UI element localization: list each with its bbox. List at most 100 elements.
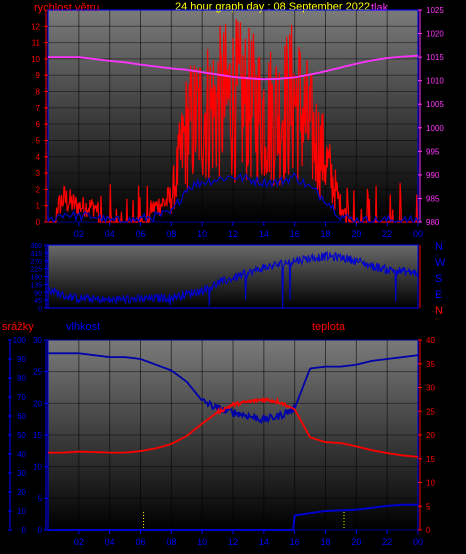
compass-s: S bbox=[435, 273, 442, 285]
y-tick-label-humidity: 15 bbox=[33, 431, 42, 440]
y-tick-label-left: 10 bbox=[31, 55, 40, 64]
y-tick-label-humidity: 30 bbox=[33, 336, 42, 345]
rain-axis-title: srážky bbox=[2, 321, 34, 333]
rain-series bbox=[48, 503, 418, 531]
y-tick-label-left: 0 bbox=[36, 218, 41, 227]
x-tick-label: 02 bbox=[74, 229, 84, 239]
x-tick-label: 20 bbox=[351, 229, 361, 239]
y-tick-label-temperature: 0 bbox=[426, 526, 431, 535]
x-tick-label: 18 bbox=[320, 537, 330, 547]
y-tick-label-rain: 100 bbox=[13, 336, 27, 345]
x-tick-label: 00 bbox=[413, 229, 423, 239]
y-tick-label-right: 1005 bbox=[426, 100, 444, 109]
wind-speed-series bbox=[48, 19, 418, 223]
y-tick-label-temperature: 35 bbox=[426, 360, 435, 369]
y-tick-label-temperature: 40 bbox=[426, 336, 435, 345]
y-tick-label-left: 8 bbox=[36, 88, 41, 97]
x-tick-label: 12 bbox=[228, 537, 238, 547]
y-tick-label-left: 7 bbox=[36, 104, 41, 113]
y-tick-label-rain: 80 bbox=[17, 374, 26, 383]
x-tick-label: 14 bbox=[259, 537, 269, 547]
x-tick-label: 16 bbox=[290, 537, 300, 547]
x-tick-label: 22 bbox=[382, 537, 392, 547]
right-axis-title: tlak bbox=[371, 2, 389, 14]
y-tick-label-direction: 180 bbox=[30, 275, 42, 282]
y-tick-label-direction: 270 bbox=[30, 259, 42, 266]
x-tick-label: 06 bbox=[135, 229, 145, 239]
y-tick-label-right: 980 bbox=[426, 218, 440, 227]
y-tick-label-rain: 10 bbox=[17, 507, 26, 516]
y-tick-label-left: 4 bbox=[36, 153, 41, 162]
direction-panel-bg bbox=[48, 245, 418, 308]
y-tick-label-right: 995 bbox=[426, 147, 440, 156]
y-tick-label-humidity: 25 bbox=[33, 368, 42, 377]
y-tick-label-humidity: 5 bbox=[38, 494, 43, 503]
y-tick-label-temperature: 15 bbox=[426, 455, 435, 464]
y-tick-label-left: 9 bbox=[36, 71, 41, 80]
x-tick-label: 22 bbox=[382, 229, 392, 239]
x-tick-label: 08 bbox=[166, 537, 176, 547]
compass-w: W bbox=[435, 257, 446, 269]
compass-n-top: N bbox=[435, 241, 443, 253]
y-tick-label-humidity: 0 bbox=[38, 526, 43, 535]
y-tick-label-rain: 20 bbox=[17, 488, 26, 497]
y-tick-label-right: 1010 bbox=[426, 77, 444, 86]
x-tick-label: 06 bbox=[135, 537, 145, 547]
y-tick-label-direction: 135 bbox=[30, 282, 42, 289]
y-tick-label-direction: 225 bbox=[30, 267, 42, 274]
y-tick-label-left: 6 bbox=[36, 120, 41, 129]
y-tick-label-rain: 70 bbox=[17, 393, 26, 402]
temperature-axis-title: teplota bbox=[312, 321, 346, 333]
y-tick-label-temperature: 20 bbox=[426, 431, 435, 440]
y-tick-label-right: 1000 bbox=[426, 124, 444, 133]
x-tick-label: 16 bbox=[290, 229, 300, 239]
x-tick-label: 08 bbox=[166, 229, 176, 239]
y-tick-label-rain: 40 bbox=[17, 450, 26, 459]
left-axis-title: rychlost větru bbox=[34, 2, 99, 14]
y-tick-label-humidity: 10 bbox=[33, 463, 42, 472]
y-tick-label-temperature: 5 bbox=[426, 502, 431, 511]
y-tick-label-rain: 60 bbox=[17, 412, 26, 421]
y-tick-label-direction: 0 bbox=[38, 306, 42, 313]
y-tick-label-direction: 360 bbox=[30, 243, 42, 250]
pressure-series bbox=[48, 54, 419, 81]
y-tick-label-left: 12 bbox=[31, 22, 40, 31]
x-tick-label: 10 bbox=[197, 229, 207, 239]
y-tick-label-temperature: 10 bbox=[426, 479, 435, 488]
y-tick-label-temperature: 30 bbox=[426, 384, 435, 393]
y-tick-label-left: 2 bbox=[36, 185, 41, 194]
y-tick-label-rain: 50 bbox=[17, 431, 26, 440]
y-tick-label-right: 1020 bbox=[426, 30, 444, 39]
humidity-series bbox=[48, 352, 419, 425]
y-tick-label-direction: 90 bbox=[34, 290, 42, 297]
y-tick-label-left: 3 bbox=[36, 169, 41, 178]
y-tick-label-direction: 45 bbox=[34, 298, 42, 305]
x-tick-label: 02 bbox=[74, 537, 84, 547]
y-tick-label-direction: 315 bbox=[30, 251, 42, 258]
y-tick-label-right: 985 bbox=[426, 194, 440, 203]
y-tick-label-left: 1 bbox=[36, 202, 41, 211]
x-tick-label: 04 bbox=[105, 229, 115, 239]
y-tick-label-right: 1015 bbox=[426, 53, 444, 62]
x-tick-label: 20 bbox=[351, 537, 361, 547]
humidity-axis-title: vlhkost bbox=[66, 321, 100, 333]
y-tick-label-rain: 30 bbox=[17, 469, 26, 478]
y-tick-label-left: 5 bbox=[36, 136, 41, 145]
compass-n-bottom: N bbox=[435, 305, 443, 317]
y-tick-label-humidity: 20 bbox=[33, 399, 42, 408]
y-tick-label-rain: 0 bbox=[22, 526, 27, 535]
y-tick-label-right: 1025 bbox=[426, 6, 444, 15]
x-tick-label: 10 bbox=[197, 537, 207, 547]
x-tick-label: 04 bbox=[105, 537, 115, 547]
x-tick-label: 00 bbox=[413, 537, 423, 547]
compass-e: E bbox=[435, 289, 442, 301]
y-tick-label-temperature: 25 bbox=[426, 407, 435, 416]
wind-average-series bbox=[47, 172, 419, 225]
panel-frame bbox=[47, 9, 419, 223]
y-tick-label-left: 11 bbox=[32, 39, 41, 48]
x-tick-label: 14 bbox=[259, 229, 269, 239]
chart-title: 24 hour graph day : 08 September 2022 bbox=[175, 1, 370, 13]
